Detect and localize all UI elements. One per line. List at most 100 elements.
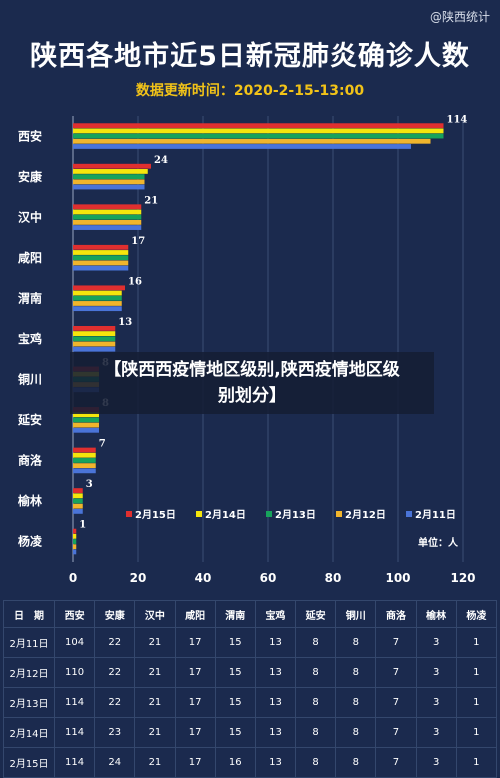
table-row: 2月15日 114 24 21 17 16 13 8 8 7 3 1: [3, 747, 498, 778]
legend-swatch: [336, 511, 342, 517]
bar: [73, 306, 122, 312]
table-cell: 2月11日: [3, 627, 55, 658]
table-header-cell: 渭南: [214, 600, 256, 628]
table-cell: 7: [375, 657, 417, 688]
table-cell: 21: [134, 627, 176, 658]
legend-swatch: [196, 511, 202, 517]
category-label: 渭南: [18, 290, 42, 305]
table-cell: 2月14日: [3, 717, 55, 748]
bar: [73, 346, 116, 352]
table-cell: 8: [295, 687, 337, 718]
table-cell: 1: [455, 657, 498, 688]
bar: [73, 549, 77, 555]
legend-label: 2月11日: [415, 509, 456, 521]
legend-label: 2月14日: [205, 509, 246, 521]
table-cell: 2月12日: [3, 657, 55, 688]
overlay-line-2: 别划分】: [218, 386, 286, 406]
table-cell: 23: [94, 717, 136, 748]
category-label: 安康: [18, 169, 43, 184]
bar: [73, 463, 96, 469]
x-tick-label: 20: [130, 571, 147, 585]
bar: [73, 336, 116, 342]
bar: [73, 326, 116, 331]
data-label: 3: [86, 479, 93, 490]
bar: [73, 260, 129, 266]
bar: [73, 498, 83, 504]
table-cell: 1: [455, 747, 498, 778]
table-cell: 3: [415, 747, 457, 778]
table-cell: 15: [214, 717, 256, 748]
bar: [73, 447, 96, 453]
bar: [73, 174, 145, 180]
bar: [73, 331, 116, 336]
table-cell: 8: [295, 627, 337, 658]
bar: [73, 219, 142, 225]
table-header-cell: 宝鸡: [254, 600, 297, 628]
bar: [73, 225, 142, 230]
bar: [73, 255, 129, 261]
bar: [73, 533, 77, 539]
table-header-cell: 汉中: [134, 600, 176, 628]
legend-swatch: [126, 511, 132, 517]
bar: [73, 144, 411, 149]
table-body: 2月11日 104 22 21 17 15 13 8 8 7 3 1 2月12日 110 22 21 17 15 1…: [3, 627, 498, 778]
table-cell: 104: [53, 627, 96, 658]
bar: [73, 184, 145, 190]
data-table: 日 期西安 安康 汉中 咸阳 渭南 宝鸡 延安 铜川 商洛 榆林 杨凌 2月11日 104 22 21 17…: [3, 600, 498, 778]
bar: [73, 244, 129, 250]
x-tick-label: 0: [69, 571, 77, 585]
bar: [73, 133, 444, 139]
table-header-cell: 日 期: [3, 600, 55, 628]
table-header-cell: 延安: [295, 600, 337, 628]
category-label: 西安: [18, 128, 42, 143]
data-label: 13: [118, 317, 132, 328]
category-label: 延安: [17, 412, 42, 427]
overlay-line-1: 【陕西西疫情地区级别,陕西疫情地区级: [104, 360, 400, 380]
table-cell: 15: [214, 627, 256, 658]
bar: [73, 503, 83, 509]
watermark: @陕西统计: [429, 10, 490, 24]
bar: [73, 179, 145, 185]
table-cell: 1: [455, 687, 498, 718]
bar: [73, 285, 125, 291]
table-cell: 3: [415, 657, 457, 688]
table-header-cell: 铜川: [335, 600, 377, 628]
data-label: 17: [131, 236, 145, 247]
unit-label: 单位：人: [418, 536, 459, 549]
x-tick-label: 120: [450, 571, 475, 585]
category-label: 杨凌: [18, 534, 43, 549]
bar: [73, 544, 77, 550]
bar: [73, 290, 122, 296]
bar: [73, 169, 148, 174]
data-label: 114: [447, 114, 468, 125]
x-tick-label: 40: [195, 571, 212, 585]
legend-swatch: [406, 511, 412, 517]
table-header-cell: 商洛: [375, 600, 417, 628]
table-cell: 22: [94, 627, 136, 658]
bar: [73, 301, 122, 306]
table-cell: 15: [214, 657, 256, 688]
table-cell: 8: [335, 717, 377, 748]
bar: [73, 163, 151, 169]
bar: [73, 508, 83, 514]
bar: [73, 128, 444, 134]
data-label: 24: [154, 155, 168, 166]
table-cell: 8: [295, 747, 337, 778]
table-cell: 17: [174, 717, 216, 748]
bar: [73, 417, 99, 423]
bar: [73, 493, 83, 499]
table-cell: 114: [53, 717, 96, 748]
article-title-overlay: 【陕西西疫情地区级别,陕西疫情地区级 别划分】: [70, 352, 434, 414]
table-header-cell: 安康: [94, 600, 136, 628]
table-cell: 17: [174, 747, 216, 778]
table-header-cell: 榆林: [415, 600, 457, 628]
table-cell: 17: [174, 627, 216, 658]
bar: [73, 295, 122, 301]
table-cell: 17: [174, 657, 216, 688]
bar: [73, 209, 142, 215]
table-cell: 8: [335, 747, 377, 778]
table-cell: 17: [174, 687, 216, 718]
table-cell: 21: [134, 717, 176, 748]
table-cell: 22: [94, 687, 136, 718]
bar: [73, 250, 129, 255]
